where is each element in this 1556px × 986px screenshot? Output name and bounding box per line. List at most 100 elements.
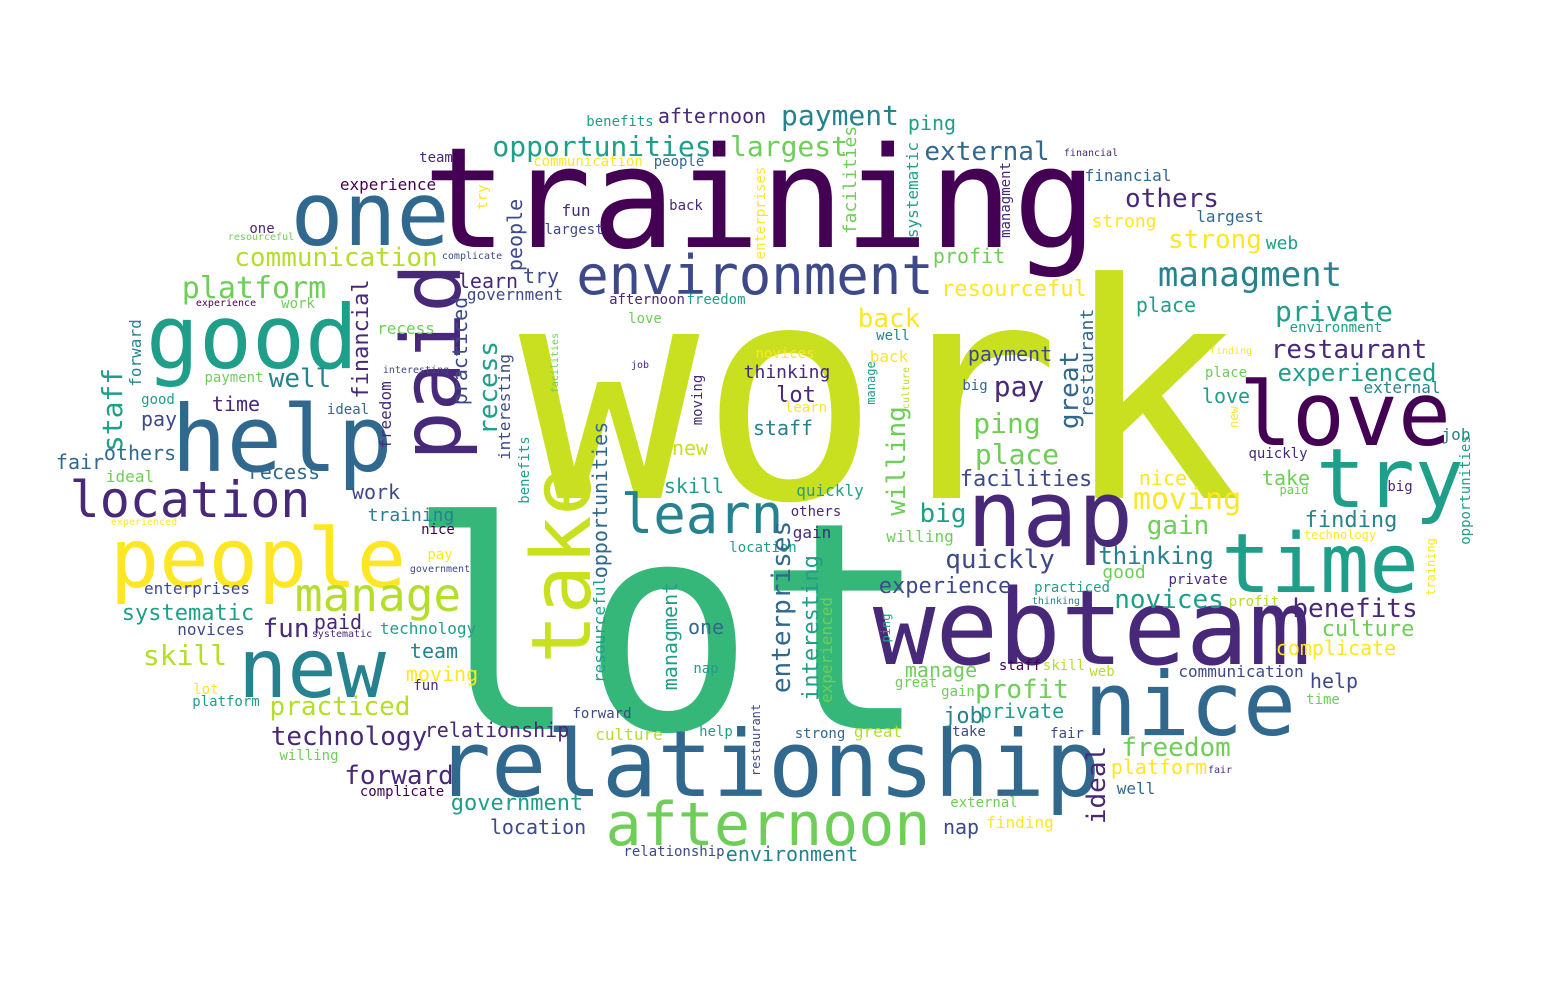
cloud-word: afternoon <box>609 292 685 308</box>
cloud-word: manage <box>864 361 878 405</box>
cloud-word: pay <box>993 370 1045 403</box>
cloud-word: resourceful <box>227 232 295 243</box>
cloud-word: systematic <box>311 629 373 640</box>
cloud-word: benefits <box>517 436 533 504</box>
cloud-word: people <box>653 154 705 170</box>
cloud-word: fun <box>262 614 310 644</box>
cloud-word: recess <box>377 319 435 338</box>
cloud-word: well <box>268 364 332 394</box>
cloud-word: novices <box>177 620 245 639</box>
cloud-word: systematic <box>903 141 922 239</box>
cloud-word: thinking <box>1098 542 1214 570</box>
cloud-word: love <box>1201 384 1251 408</box>
cloud-word: communication <box>533 154 643 170</box>
cloud-word: one <box>290 163 450 266</box>
cloud-word: payment <box>967 342 1053 366</box>
cloud-word: ping <box>879 613 893 643</box>
cloud-word: nap <box>942 815 980 839</box>
cloud-word: pay <box>140 407 178 431</box>
cloud-word: opportunities <box>588 421 612 579</box>
cloud-word: place <box>974 438 1060 471</box>
cloud-word: interesting <box>382 365 450 376</box>
cloud-word: moving <box>690 374 706 426</box>
cloud-word: well <box>876 328 910 344</box>
cloud-word: one <box>249 221 275 237</box>
cloud-word: finding <box>1209 346 1253 357</box>
cloud-word: culture <box>595 725 663 744</box>
cloud-word: new <box>237 622 387 717</box>
cloud-word: profit <box>1228 594 1280 610</box>
cloud-word: recess <box>247 460 321 484</box>
cloud-word: team <box>419 150 453 166</box>
cloud-word: place <box>1135 293 1197 317</box>
cloud-word: novices <box>755 346 815 362</box>
cloud-word: others <box>1125 184 1219 214</box>
cloud-word: well <box>1116 779 1156 798</box>
cloud-word: take <box>952 724 986 740</box>
cloud-word: learn <box>620 483 784 546</box>
cloud-word: web <box>1265 233 1299 254</box>
cloud-word: managment <box>658 581 682 691</box>
cloud-word: ping <box>973 407 1041 440</box>
cloud-word: facilities <box>840 125 861 235</box>
cloud-word: thinking <box>1031 596 1081 607</box>
cloud-word: practiced <box>1034 580 1110 596</box>
cloud-word: payment <box>780 99 900 132</box>
cloud-word: try <box>522 264 560 288</box>
cloud-word: technology <box>270 722 428 752</box>
cloud-word: try <box>475 184 491 210</box>
cloud-word: good <box>1102 562 1146 583</box>
cloud-word: paid <box>1279 483 1309 497</box>
cloud-word: benefits <box>586 114 654 130</box>
cloud-word: staff <box>998 658 1042 674</box>
cloud-word: staff <box>752 416 814 440</box>
cloud-word: benefits <box>1292 594 1418 624</box>
cloud-word: experience <box>339 175 437 194</box>
cloud-word: facilities <box>550 332 561 394</box>
cloud-word: big <box>1387 479 1413 495</box>
cloud-word: job <box>943 704 983 729</box>
cloud-word: great <box>894 675 938 691</box>
cloud-word: job <box>630 360 650 371</box>
cloud-word: private <box>979 699 1065 723</box>
cloud-word: relationship <box>435 711 1101 818</box>
cloud-word: new <box>1227 406 1241 428</box>
cloud-word: location <box>729 540 797 556</box>
cloud-word: location <box>69 471 311 529</box>
cloud-word: complicate <box>441 251 503 262</box>
cloud-word: fair <box>1207 765 1233 776</box>
cloud-word: freedom <box>376 381 395 449</box>
cloud-word: platform <box>192 694 260 710</box>
cloud-word: enterprises <box>767 520 797 694</box>
cloud-word: technology <box>379 619 477 638</box>
cloud-word: private <box>1274 295 1394 328</box>
cloud-word: profit <box>975 675 1069 705</box>
cloud-word: facilities <box>959 467 1093 492</box>
cloud-word: financial <box>1063 148 1119 159</box>
cloud-word: manage <box>294 568 462 622</box>
cloud-word: good <box>146 286 358 389</box>
cloud-word: paid <box>313 610 363 634</box>
cloud-word: government <box>466 285 564 304</box>
cloud-word: external <box>1363 378 1441 397</box>
cloud-word: ideal <box>326 402 370 418</box>
cloud-word: complicate <box>1275 636 1397 660</box>
cloud-word: learn <box>457 269 519 293</box>
cloud-word: time <box>211 392 261 416</box>
cloud-word: one <box>687 615 725 639</box>
cloud-word: job <box>1441 425 1471 444</box>
cloud-word: fun <box>413 678 439 694</box>
cloud-word: practiced <box>448 296 472 406</box>
cloud-word: love <box>628 311 662 327</box>
cloud-word: quickly <box>1248 446 1308 462</box>
cloud-word: people <box>109 512 407 607</box>
cloud-word: back <box>857 304 921 334</box>
cloud-word: quickly <box>796 481 864 500</box>
cloud-word: ideal <box>1082 745 1112 825</box>
cloud-word: relationship <box>623 844 725 860</box>
cloud-word: enterprises <box>144 579 250 598</box>
cloud-word: communication <box>1178 662 1304 681</box>
cloud-word: relationship <box>424 718 570 742</box>
cloud-word: freedom <box>686 292 746 308</box>
cloud-word: time <box>1306 692 1340 708</box>
